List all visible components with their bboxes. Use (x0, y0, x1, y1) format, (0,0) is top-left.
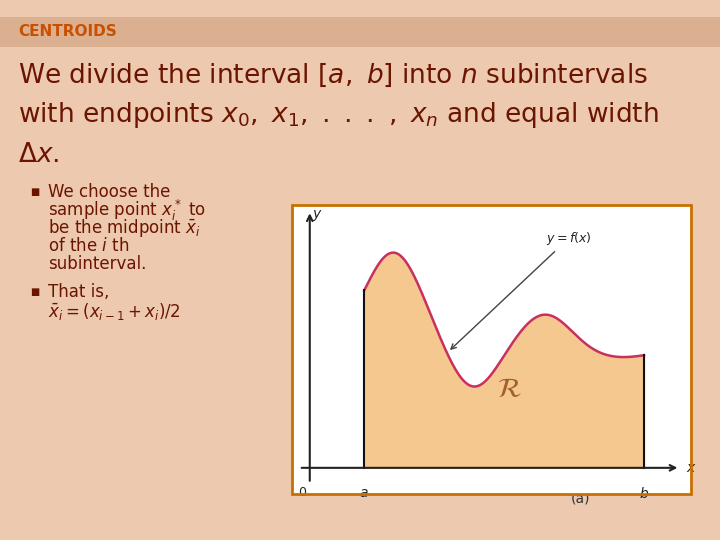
Text: We divide the interval $[a,\ b]$ into $n$ subintervals: We divide the interval $[a,\ b]$ into $n… (18, 62, 648, 89)
Text: subinterval.: subinterval. (48, 255, 146, 273)
Text: with endpoints $x_0,\ x_1,\ .\ .\ .\ ,\ x_n$ and equal width: with endpoints $x_0,\ x_1,\ .\ .\ .\ ,\ … (18, 100, 659, 130)
Text: (a): (a) (570, 491, 590, 505)
Text: $y$: $y$ (312, 208, 323, 223)
Bar (0, 17, 720, 47)
Text: $x$: $x$ (685, 461, 696, 475)
Text: $b$: $b$ (639, 486, 649, 501)
Text: $\bar{x}_i = (x_{i-1} + x_i)/2$: $\bar{x}_i = (x_{i-1} + x_i)/2$ (48, 301, 181, 322)
Text: $a$: $a$ (359, 486, 369, 500)
Text: $y = f(x)$: $y = f(x)$ (451, 230, 591, 349)
Text: 0: 0 (298, 486, 306, 499)
Text: CENTROIDS: CENTROIDS (18, 24, 117, 39)
Text: ■: ■ (30, 287, 40, 297)
Text: We choose the: We choose the (48, 183, 171, 201)
Text: $\Delta x.$: $\Delta x.$ (18, 142, 59, 168)
Text: of the $i$ th: of the $i$ th (48, 237, 130, 255)
Bar (292, 205, 691, 494)
Text: be the midpoint $\bar{x}_i$: be the midpoint $\bar{x}_i$ (48, 217, 201, 239)
Text: ■: ■ (30, 187, 40, 197)
Text: sample point $x_i^*$ to: sample point $x_i^*$ to (48, 198, 206, 222)
Text: That is,: That is, (48, 283, 109, 301)
Text: $\mathcal{R}$: $\mathcal{R}$ (498, 375, 522, 403)
